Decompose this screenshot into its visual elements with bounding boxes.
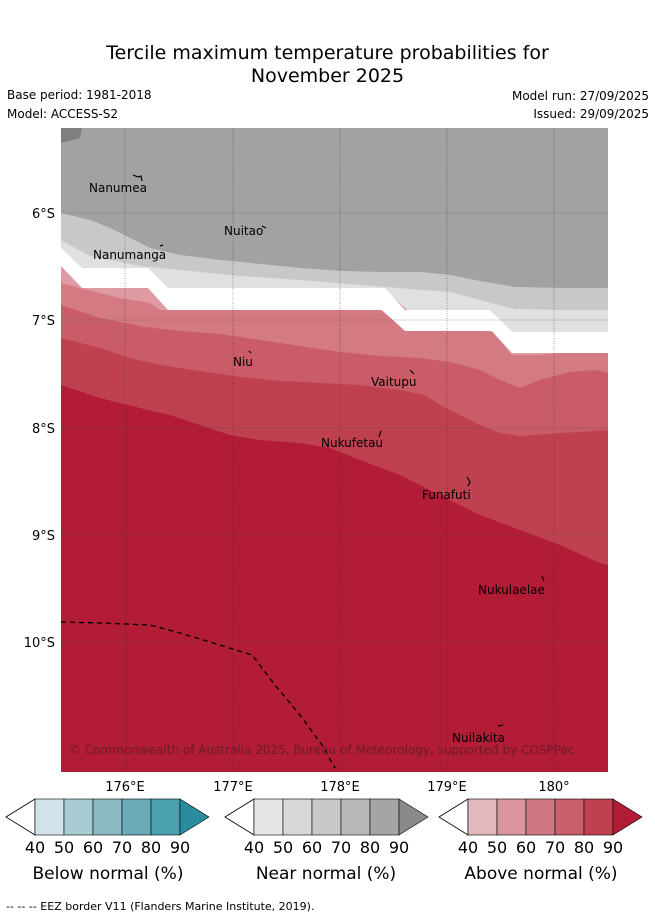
- lat-label: 10°S: [24, 636, 55, 651]
- place-label: Nuilakita: [452, 731, 505, 745]
- colorbar-swatch: [467, 798, 498, 836]
- copyright-text: © Commonwealth of Australia 2025, Bureau…: [69, 743, 574, 757]
- colorbar-below-normal: 40 50 60 70 80 90: [5, 798, 210, 855]
- colorbar-tick-label: 50: [487, 838, 507, 855]
- colorbar-swatch: [554, 798, 585, 836]
- lon-label: 180°: [538, 780, 569, 795]
- near-90-region: [61, 128, 608, 288]
- colorbar-near-normal: 40 50 60 70 80 90: [224, 798, 429, 855]
- place-label: Nuitao: [224, 224, 263, 238]
- colorbar-swatch: [253, 798, 284, 836]
- colorbar-tick-label: 50: [273, 838, 293, 855]
- land-patch: [61, 128, 82, 143]
- white-gap: [61, 248, 608, 353]
- model-name: Model: ACCESS-S2: [7, 107, 119, 121]
- model-run: Model run: 27/09/2025: [511, 89, 649, 103]
- colorbar-swatch: [121, 798, 152, 836]
- place-label: Nanumea: [89, 181, 147, 195]
- colorbar-tick-label: 60: [83, 838, 103, 855]
- colorbar-swatch: [340, 798, 371, 836]
- issued-date: Issued: 29/09/2025: [533, 107, 649, 121]
- colorbar-tick-label: 80: [141, 838, 161, 855]
- graticule: [61, 128, 608, 772]
- lon-label: 178°E: [320, 780, 360, 795]
- place-label: Niu: [233, 355, 253, 369]
- colorbar-swatch: [398, 798, 429, 836]
- lat-label: 6°S: [32, 207, 55, 222]
- island-markers: [132, 174, 545, 727]
- base-period: Base period: 1981-2018: [7, 88, 152, 102]
- colorbar-swatch: [179, 798, 210, 836]
- lon-label: 179°E: [427, 780, 467, 795]
- colorbar-swatch: [63, 798, 94, 836]
- colorbar-swatch: [282, 798, 313, 836]
- map: Nanumea Nuitao Nanumanga Niu Vaitupu Nuk…: [24, 128, 608, 795]
- colorbar-near-label: Near normal (%): [255, 864, 397, 884]
- title-line-1: Tercile maximum temperature probabilitie…: [106, 42, 549, 64]
- colorbar-tick-label: 80: [574, 838, 594, 855]
- lat-label: 8°S: [32, 422, 55, 437]
- lat-label: 9°S: [32, 529, 55, 544]
- colorbar-extend-low: [224, 798, 255, 836]
- colorbar-tick-label: 40: [25, 838, 45, 855]
- lon-label: 176°E: [105, 780, 145, 795]
- colorbar-swatch: [612, 798, 643, 836]
- colorbar-tick-label: 90: [603, 838, 623, 855]
- place-label: Vaitupu: [371, 375, 417, 389]
- place-label: Nukulaelae: [478, 583, 545, 597]
- colorbar-swatch: [496, 798, 527, 836]
- near-40-strip: [61, 240, 608, 332]
- eez-border-line: [60, 621, 336, 769]
- title-line-2: November 2025: [250, 65, 405, 87]
- colorbar-tick-label: 70: [331, 838, 351, 855]
- colorbars: 40 50 60 70 80 90 40 50 60 70 80 90 40 50 60 70 80 90: [5, 798, 643, 855]
- colorbar-tick-label: 70: [545, 838, 565, 855]
- near-60-strip: [61, 213, 608, 310]
- lat-label: 7°S: [32, 314, 55, 329]
- place-label: Nukufetau: [321, 436, 383, 450]
- colorbar-tick-label: 60: [302, 838, 322, 855]
- place-label: Funafuti: [422, 488, 471, 502]
- colorbar-below-label: Below normal (%): [32, 864, 184, 884]
- colorbar-extend-low: [5, 798, 36, 836]
- eez-legend-footer: -- -- -- EEZ border V11 (Flanders Marine…: [6, 900, 315, 913]
- lon-label: 177°E: [213, 780, 253, 795]
- colorbar-tick-label: 80: [360, 838, 380, 855]
- colorbar-tick-label: 70: [112, 838, 132, 855]
- colorbar-swatch: [92, 798, 123, 836]
- colorbar-swatch: [34, 798, 65, 836]
- colorbar-tick-label: 90: [389, 838, 409, 855]
- colorbar-above-normal: 40 50 60 70 80 90: [438, 798, 643, 855]
- place-label: Nanumanga: [93, 248, 166, 262]
- colorbar-tick-label: 60: [516, 838, 536, 855]
- colorbar-swatch: [311, 798, 342, 836]
- colorbar-extend-low: [438, 798, 469, 836]
- colorbar-swatch: [150, 798, 181, 836]
- colorbar-swatch: [525, 798, 556, 836]
- colorbar-above-label: Above normal (%): [464, 864, 618, 884]
- colorbar-tick-label: 40: [244, 838, 264, 855]
- colorbar-swatch: [369, 798, 400, 836]
- colorbar-tick-label: 40: [458, 838, 478, 855]
- colorbar-tick-label: 90: [170, 838, 190, 855]
- colorbar-swatch: [583, 798, 614, 836]
- colorbar-tick-label: 50: [54, 838, 74, 855]
